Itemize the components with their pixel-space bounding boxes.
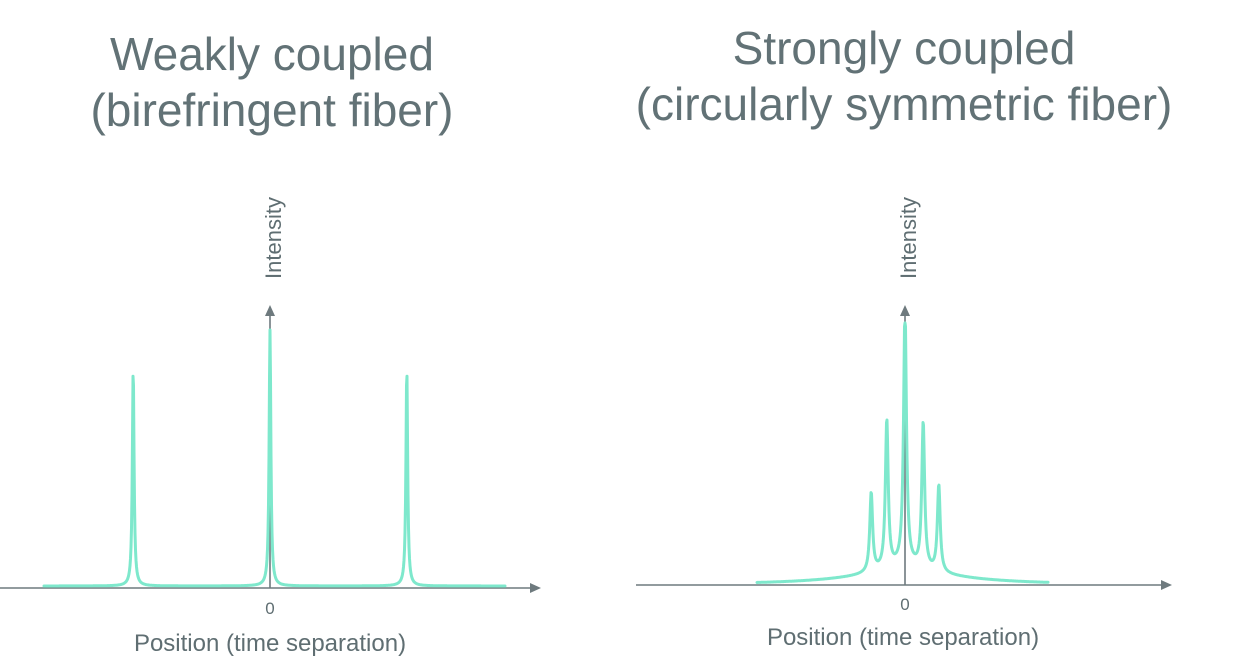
- series-line-strongly-coupled: [755, 321, 1050, 584]
- y-axis-label-right: Intensity: [896, 197, 921, 279]
- chart-title-weakly-coupled-line-2: (birefringent fiber): [90, 84, 454, 136]
- chart-title-strongly-coupled-line-2: (circularly symmetric fiber): [635, 78, 1173, 130]
- chart-title-strongly-coupled: Strongly coupled (circularly symmetric f…: [604, 20, 1204, 132]
- y-axis-arrow-left: [265, 305, 275, 316]
- x-axis-label-right: Position (time separation): [767, 624, 1039, 651]
- chart-title-strongly-coupled-line-1: Strongly coupled: [732, 22, 1076, 74]
- series-line-weakly-coupled: [42, 328, 507, 588]
- x-tick-label-zero-left: 0: [265, 599, 274, 618]
- x-tick-label-zero-right: 0: [900, 595, 909, 614]
- y-axis-arrow-right: [900, 305, 910, 316]
- chart-title-weakly-coupled: Weakly coupled (birefringent fiber): [22, 26, 522, 138]
- chart-weakly-coupled: 0 Intensity Position (time separation): [0, 197, 541, 657]
- chart-strongly-coupled: 0 Intensity Position (time separation): [636, 197, 1172, 651]
- x-axis-label-left: Position (time separation): [134, 630, 406, 657]
- chart-title-weakly-coupled-line-1: Weakly coupled: [110, 28, 434, 80]
- y-axis-label-left: Intensity: [261, 197, 286, 279]
- x-axis-arrow-left: [530, 583, 541, 593]
- x-axis-arrow-right: [1161, 580, 1172, 590]
